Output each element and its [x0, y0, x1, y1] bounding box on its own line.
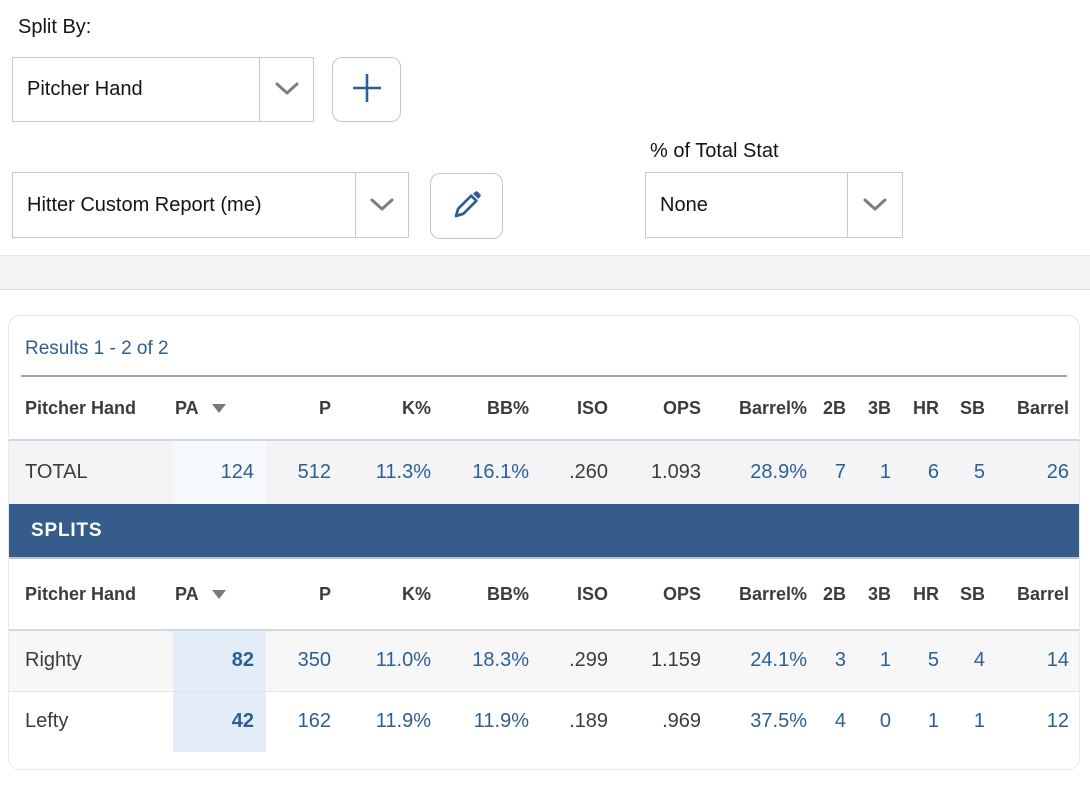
- results-card: Results 1 - 2 of 2 Pitcher Hand PA P K% …: [8, 315, 1080, 770]
- split-row-label: Righty: [9, 630, 173, 691]
- chevron-down-icon: [355, 173, 408, 237]
- header-iso[interactable]: ISO: [541, 377, 620, 441]
- barrel-value[interactable]: 12: [997, 690, 1079, 752]
- total-barrel-value[interactable]: 26: [997, 440, 1079, 504]
- total-row-label: TOTAL: [9, 440, 173, 504]
- total-3b-value[interactable]: 1: [858, 440, 903, 504]
- total-2b-value[interactable]: 7: [819, 440, 858, 504]
- header-barrel-pct[interactable]: Barrel%: [713, 558, 819, 631]
- header-3b[interactable]: 3B: [858, 377, 903, 441]
- header-ops[interactable]: OPS: [620, 377, 713, 441]
- header-pa-label: PA: [175, 583, 199, 604]
- total-pa-value[interactable]: 124: [173, 440, 266, 504]
- split-row-label: Lefty: [9, 690, 173, 752]
- header-sb[interactable]: SB: [951, 377, 997, 441]
- results-count: Results 1 - 2 of 2: [25, 338, 169, 359]
- sb-value[interactable]: 1: [951, 690, 997, 752]
- total-row: TOTAL 124 512 11.3% 16.1% .260 1.093 28.…: [9, 440, 1079, 504]
- barrel-value[interactable]: 14: [997, 630, 1079, 691]
- total-bb-pct-value[interactable]: 16.1%: [443, 440, 541, 504]
- header-bb-pct[interactable]: BB%: [443, 377, 541, 441]
- header-pitcher-hand[interactable]: Pitcher Hand: [9, 558, 173, 631]
- 3b-value[interactable]: 0: [858, 690, 903, 752]
- total-ops-value: 1.093: [620, 440, 713, 504]
- k-pct-value[interactable]: 11.0%: [343, 630, 443, 691]
- sb-value[interactable]: 4: [951, 630, 997, 691]
- pa-value[interactable]: 42: [173, 690, 266, 752]
- hr-value[interactable]: 5: [903, 630, 951, 691]
- 2b-value[interactable]: 4: [819, 690, 858, 752]
- header-bb-pct[interactable]: BB%: [443, 558, 541, 631]
- splits-section-header: SPLITS: [9, 504, 1079, 559]
- add-split-button[interactable]: [332, 57, 401, 122]
- barrel-pct-value[interactable]: 24.1%: [713, 630, 819, 691]
- header-k-pct[interactable]: K%: [343, 377, 443, 441]
- header-barrel-pct[interactable]: Barrel%: [713, 377, 819, 441]
- p-value[interactable]: 162: [266, 690, 343, 752]
- pct-of-total-label: % of Total Stat: [650, 140, 779, 162]
- stats-table: Pitcher Hand PA P K% BB% ISO OPS Barrel%…: [9, 377, 1079, 752]
- table-header-row: Pitcher Hand PA P K% BB% ISO OPS Barrel%…: [9, 558, 1079, 631]
- total-hr-value[interactable]: 6: [903, 440, 951, 504]
- report-select[interactable]: Hitter Custom Report (me): [12, 172, 409, 238]
- header-sb[interactable]: SB: [951, 558, 997, 631]
- split-by-select[interactable]: Pitcher Hand: [12, 57, 314, 122]
- bb-pct-value[interactable]: 18.3%: [443, 630, 541, 691]
- k-pct-value[interactable]: 11.9%: [343, 690, 443, 752]
- header-pa-sorted[interactable]: PA: [173, 377, 266, 441]
- chevron-down-icon: [259, 58, 313, 121]
- pa-value[interactable]: 82: [173, 630, 266, 691]
- total-iso-value: .260: [541, 440, 620, 504]
- barrel-pct-value[interactable]: 37.5%: [713, 690, 819, 752]
- total-k-pct-value[interactable]: 11.3%: [343, 440, 443, 504]
- iso-value: .189: [541, 690, 620, 752]
- total-barrel-pct-value[interactable]: 28.9%: [713, 440, 819, 504]
- ops-value: 1.159: [620, 630, 713, 691]
- header-k-pct[interactable]: K%: [343, 558, 443, 631]
- header-p[interactable]: P: [266, 377, 343, 441]
- pct-of-total-select[interactable]: None: [645, 172, 903, 238]
- header-2b[interactable]: 2B: [819, 377, 858, 441]
- sort-desc-triangle-icon: [211, 589, 226, 599]
- 2b-value[interactable]: 3: [819, 630, 858, 691]
- chevron-down-icon: [847, 173, 902, 237]
- header-pitcher-hand[interactable]: Pitcher Hand: [9, 377, 173, 441]
- header-ops[interactable]: OPS: [620, 558, 713, 631]
- pencil-icon: [450, 188, 484, 225]
- header-barrel[interactable]: Barrel: [997, 558, 1079, 631]
- header-p[interactable]: P: [266, 558, 343, 631]
- split-by-select-value: Pitcher Hand: [27, 78, 143, 100]
- header-hr[interactable]: HR: [903, 377, 951, 441]
- pct-of-total-select-value: None: [660, 193, 708, 216]
- header-hr[interactable]: HR: [903, 558, 951, 631]
- bb-pct-value[interactable]: 11.9%: [443, 690, 541, 752]
- results-title-divider: [21, 375, 1067, 377]
- split-by-label: Split By:: [18, 16, 92, 38]
- edit-report-button[interactable]: [430, 173, 503, 239]
- header-pa-sorted[interactable]: PA: [173, 558, 266, 631]
- header-iso[interactable]: ISO: [541, 558, 620, 631]
- header-3b[interactable]: 3B: [858, 558, 903, 631]
- table-header-row: Pitcher Hand PA P K% BB% ISO OPS Barrel%…: [9, 377, 1079, 441]
- report-select-value: Hitter Custom Report (me): [27, 193, 262, 216]
- sort-desc-triangle-icon: [211, 403, 226, 413]
- split-row-lefty: Lefty 42 162 11.9% 11.9% .189 .969 37.5%…: [9, 690, 1079, 752]
- toolbar-divider-band: [0, 255, 1090, 290]
- ops-value: .969: [620, 690, 713, 752]
- header-pa-label: PA: [175, 397, 199, 418]
- p-value[interactable]: 350: [266, 630, 343, 691]
- iso-value: .299: [541, 630, 620, 691]
- total-sb-value[interactable]: 5: [951, 440, 997, 504]
- header-2b[interactable]: 2B: [819, 558, 858, 631]
- plus-icon: [351, 72, 383, 107]
- split-row-righty: Righty 82 350 11.0% 18.3% .299 1.159 24.…: [9, 630, 1079, 691]
- total-p-value[interactable]: 512: [266, 440, 343, 504]
- 3b-value[interactable]: 1: [858, 630, 903, 691]
- splits-section-label: SPLITS: [9, 504, 1079, 559]
- header-barrel[interactable]: Barrel: [997, 377, 1079, 441]
- hr-value[interactable]: 1: [903, 690, 951, 752]
